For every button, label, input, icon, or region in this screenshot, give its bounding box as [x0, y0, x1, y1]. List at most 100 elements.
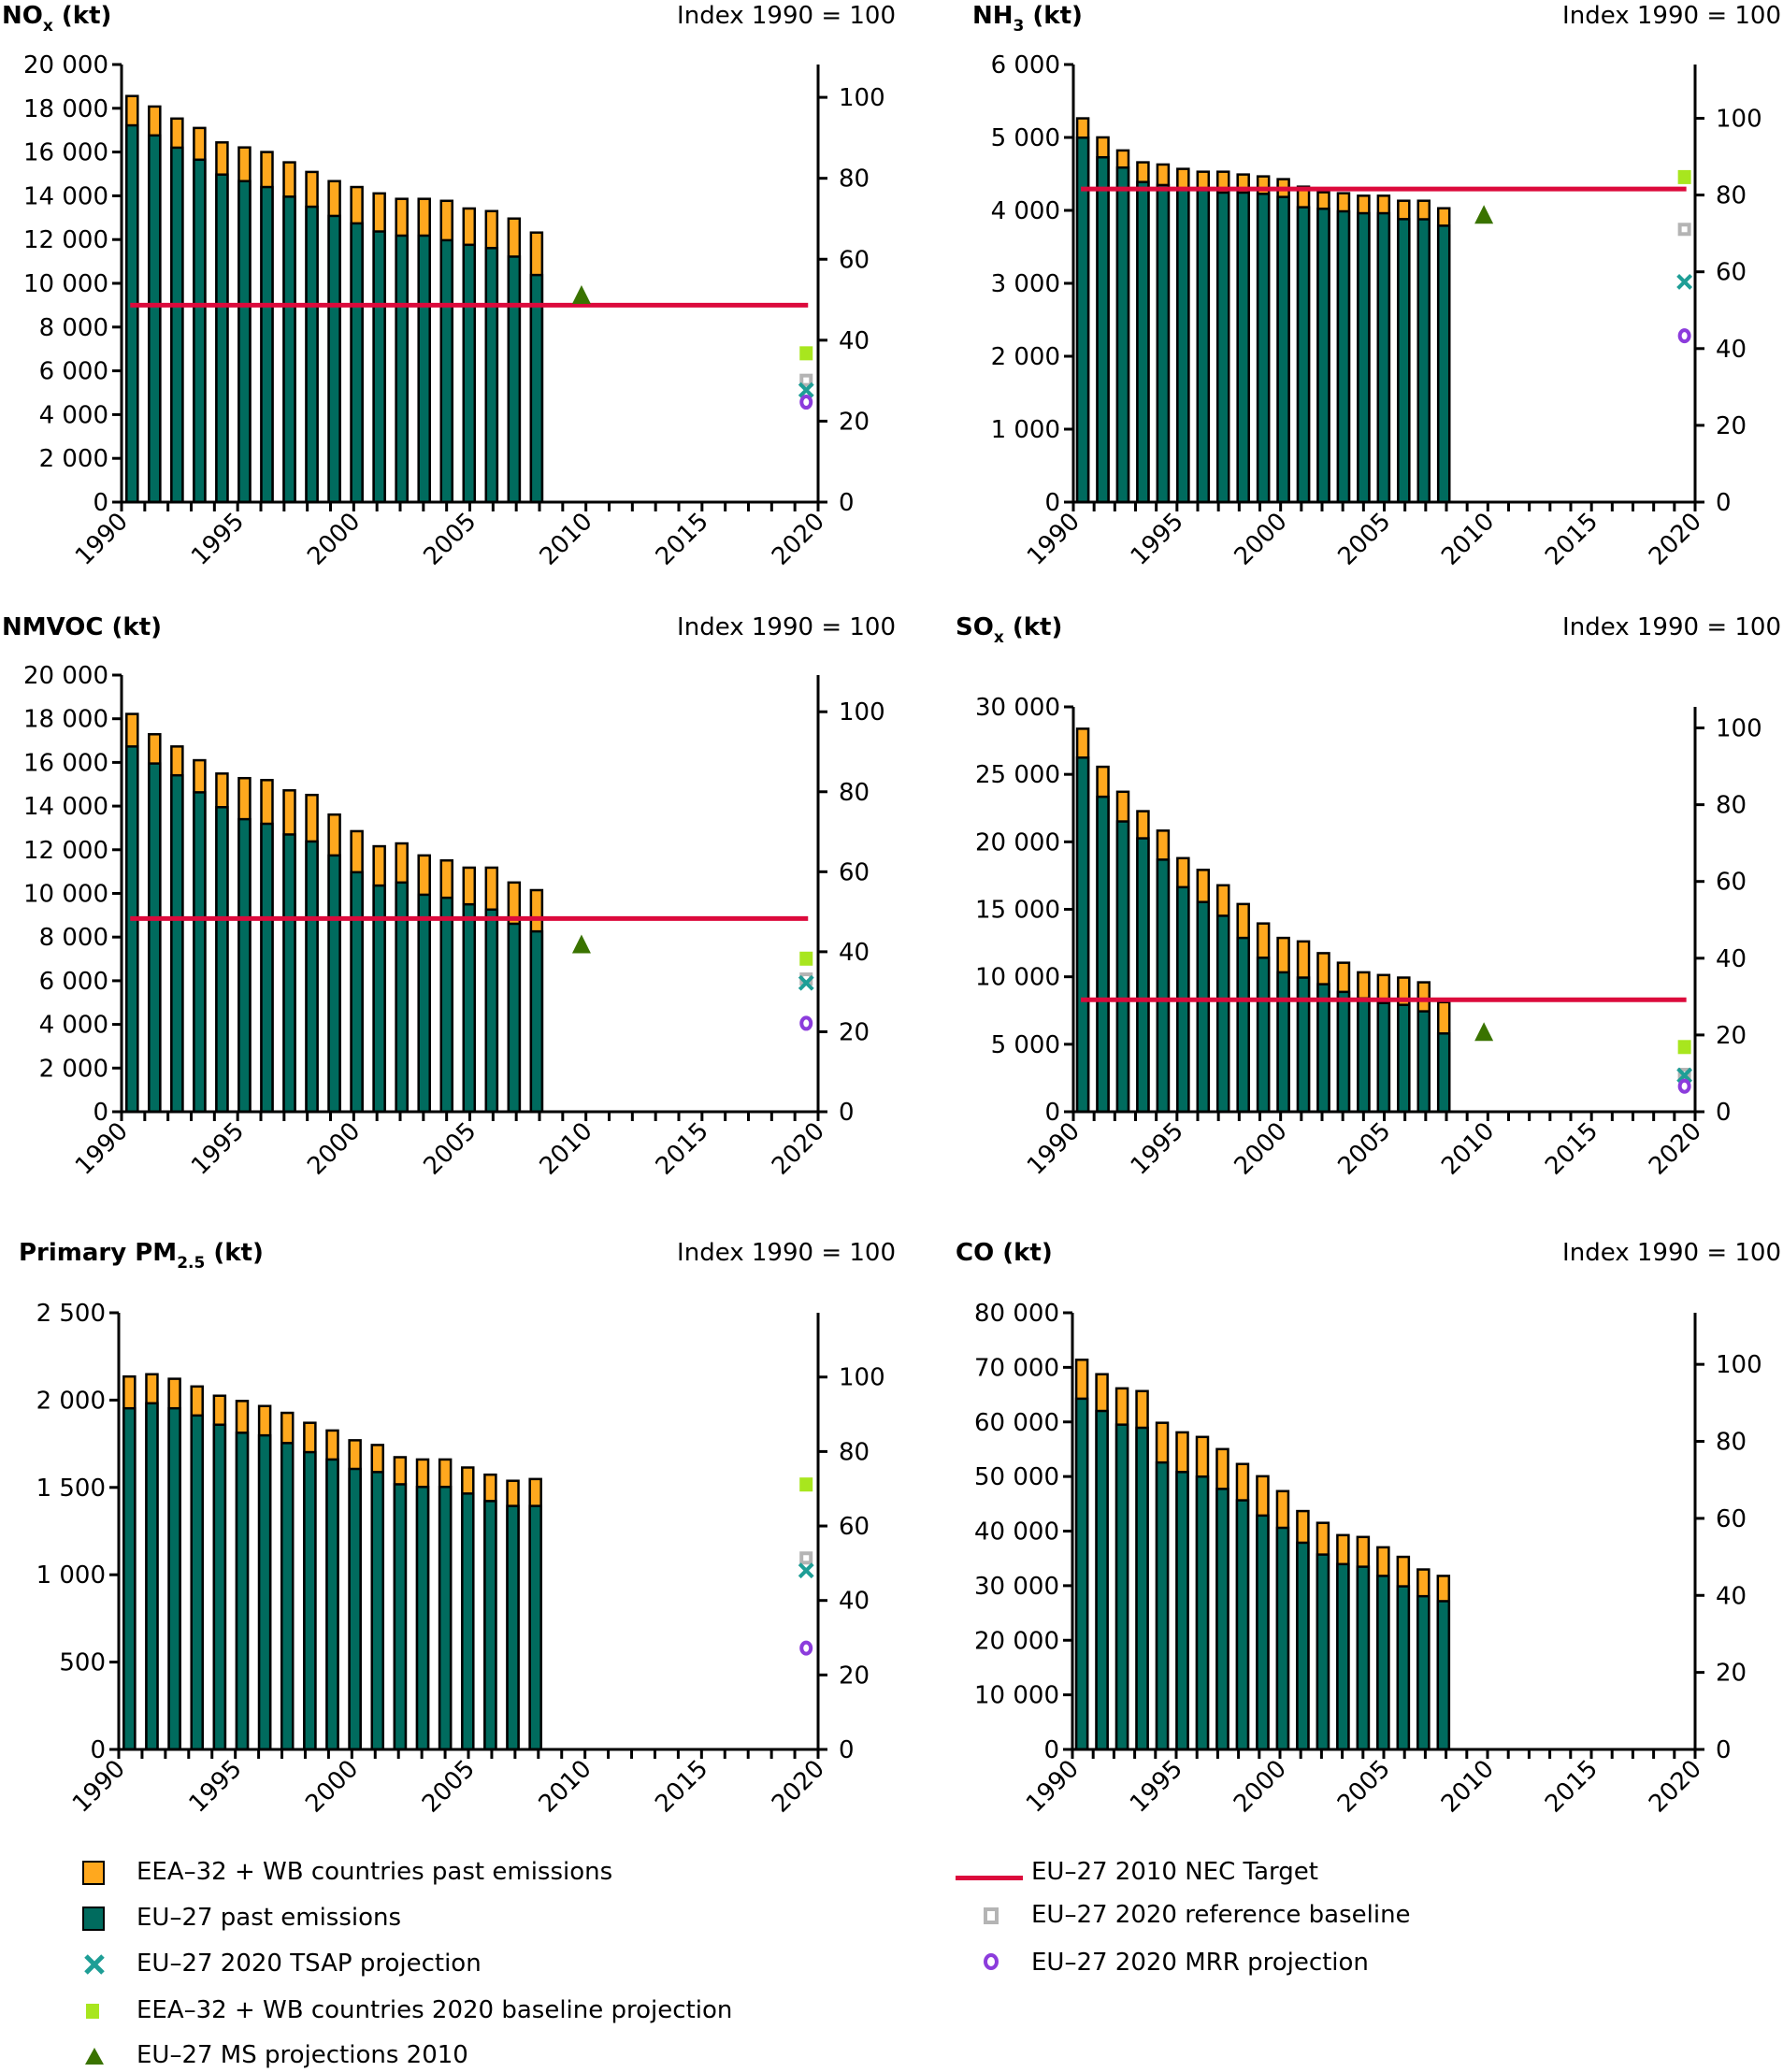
chart-title-subscript: x: [994, 628, 1004, 647]
y-tick-label-left: 6 000: [39, 358, 108, 386]
bar-eu27-past-2007: [507, 922, 522, 1114]
y-tick-label-right: 40: [1716, 1582, 1747, 1610]
y-tick-label-left: 0: [90, 1736, 106, 1764]
bar-eu27-past-2003: [417, 234, 431, 504]
y-tick-label-left: 50 000: [974, 1463, 1059, 1491]
bar-eu27-past-1991: [1096, 795, 1110, 1114]
bar-eu27-past-2000: [1276, 195, 1290, 504]
y-tick-label-right: 20: [839, 1662, 870, 1690]
bar-eu27-past-1995: [237, 817, 252, 1114]
x-tick-label: 2015: [1540, 1117, 1603, 1181]
chart-title-unit: (kt): [205, 1239, 264, 1267]
bar-eu27-past-2003: [1336, 990, 1351, 1114]
x-tick-label: 1995: [1126, 1117, 1189, 1181]
ms-projection-2010-marker: [571, 934, 591, 954]
bar-eu27-past-2004: [439, 238, 453, 504]
y-tick-label-right: 0: [839, 1099, 855, 1127]
x-tick-label: 2015: [1540, 1755, 1603, 1819]
y-tick-label-right: 20: [1716, 1660, 1747, 1688]
bar-eu27-past-1995: [235, 1432, 250, 1751]
bar-eu27-past-1998: [1235, 1499, 1250, 1751]
y-tick-label-left: 18 000: [23, 95, 108, 123]
bar-eu27-past-1993: [1136, 180, 1150, 504]
bar-eu27-past-1991: [1096, 155, 1110, 504]
y-tick-label-right: 80: [839, 1438, 870, 1466]
y-tick-label-right: 100: [839, 84, 885, 112]
x-tick-label: 2020: [1644, 1117, 1707, 1181]
chart-panel-nmvoc: NMVOC (kt) Index 1990 = 100 0 2 000 4 000 6 0…: [2, 613, 896, 1181]
y-tick-label-left: 6 000: [991, 51, 1060, 79]
y-tick-label-right: 40: [1716, 945, 1747, 973]
y-tick-label-right: 0: [839, 489, 855, 517]
y-tick-label-left: 60 000: [974, 1409, 1059, 1437]
bar-eu27-past-1990: [122, 1406, 137, 1751]
x-tick-label: 2015: [651, 508, 714, 571]
eea-baseline-2020-marker: [1677, 169, 1691, 184]
bar-eu27-past-1999: [327, 214, 341, 504]
bar-eu27-past-1990: [1075, 136, 1090, 504]
bar-eu27-past-1999: [327, 854, 341, 1114]
ms-projection-2010-marker: [1474, 1022, 1494, 1042]
bar-eu27-past-2000: [348, 1467, 362, 1751]
bar-eu27-past-1998: [305, 840, 319, 1114]
bar-eu27-past-2008: [528, 1504, 542, 1751]
y-tick-label-right: 60: [839, 1513, 870, 1541]
ms-projection-2010-marker: [571, 285, 591, 305]
y-tick-label-right: 0: [1716, 1736, 1732, 1764]
bar-eu27-past-2002: [393, 1483, 408, 1751]
bar-eu27-past-1997: [1215, 191, 1230, 504]
bar-eu27-past-1994: [1156, 183, 1171, 504]
tsap-2020-marker: [798, 381, 814, 398]
x-tick-label: 2015: [650, 1755, 713, 1819]
y-tick-label-left: 2 000: [39, 445, 108, 473]
bar-eu27-past-2005: [1376, 1001, 1391, 1114]
mrr-2020-marker: [799, 1640, 813, 1656]
y-tick-label-left: 70 000: [974, 1354, 1059, 1382]
y-tick-label-right: 80: [839, 165, 870, 194]
y-tick-label-right: 0: [839, 1736, 855, 1764]
bar-eu27-past-2008: [1436, 1600, 1451, 1751]
x-tick-label: 1995: [1125, 1755, 1188, 1819]
bar-eu27-past-2000: [1275, 1526, 1290, 1751]
chart-title-unit: (kt): [103, 613, 162, 641]
y-tick-label-left: 10 000: [974, 1682, 1059, 1710]
bar-eu27-past-1998: [1236, 936, 1250, 1114]
chart-panel-nox: NOx (kt) Index 1990 = 100 0 2 000 4 000 6 000…: [2, 2, 896, 571]
bar-eu27-past-1998: [303, 1450, 317, 1751]
x-tick-label: 2010: [534, 1755, 597, 1819]
y-tick-label-left: 3 000: [991, 270, 1060, 298]
index-axis-label: Index 1990 = 100: [1562, 613, 1781, 641]
chart-panel-nh3: NH3 (kt) Index 1990 = 100 0 1 000 2 000 3 000…: [972, 2, 1781, 571]
y-tick-label-right: 20: [1716, 1022, 1747, 1050]
chart-title: NOx (kt): [2, 2, 111, 36]
bar-eu27-past-2001: [370, 1471, 385, 1751]
bar-eu27-past-2004: [1357, 211, 1371, 504]
y-tick-label-left: 0: [1044, 1099, 1060, 1127]
x-tick-label: 1995: [186, 508, 250, 571]
bar-eu27-past-1990: [125, 123, 139, 504]
y-tick-label-left: 1 000: [991, 416, 1060, 444]
bar-eu27-past-1993: [193, 158, 207, 504]
x-tick-label: 1995: [1126, 508, 1189, 571]
bar-eu27-past-1999: [1256, 1514, 1270, 1751]
bar-eu27-past-2004: [438, 1485, 453, 1751]
y-tick-label-left: 0: [93, 489, 108, 517]
x-tick-label: 2010: [1436, 1755, 1500, 1819]
y-tick-label-left: 2 500: [36, 1300, 106, 1328]
bar-eu27-past-1996: [257, 1433, 272, 1751]
mrr-2020-marker: [1677, 1078, 1691, 1094]
bar-eu27-past-2008: [1436, 1032, 1451, 1114]
y-tick-label-left: 5 000: [991, 124, 1060, 152]
y-tick-label-right: 60: [1716, 869, 1747, 897]
ref-baseline-2020-marker: [799, 373, 813, 387]
bar-eu27-past-2001: [372, 230, 386, 504]
bar-eu27-past-1994: [215, 806, 229, 1114]
bar-eu27-past-2006: [1397, 1003, 1411, 1114]
y-tick-label-left: 5 000: [991, 1031, 1060, 1059]
x-tick-label: 2015: [651, 1117, 714, 1181]
y-tick-label-right: 80: [839, 779, 870, 807]
bar-eu27-past-1994: [212, 1423, 227, 1751]
chart-title-unit: (kt): [53, 2, 112, 30]
bar-eu27-past-1996: [260, 185, 274, 504]
bar-eu27-past-2006: [484, 247, 499, 504]
